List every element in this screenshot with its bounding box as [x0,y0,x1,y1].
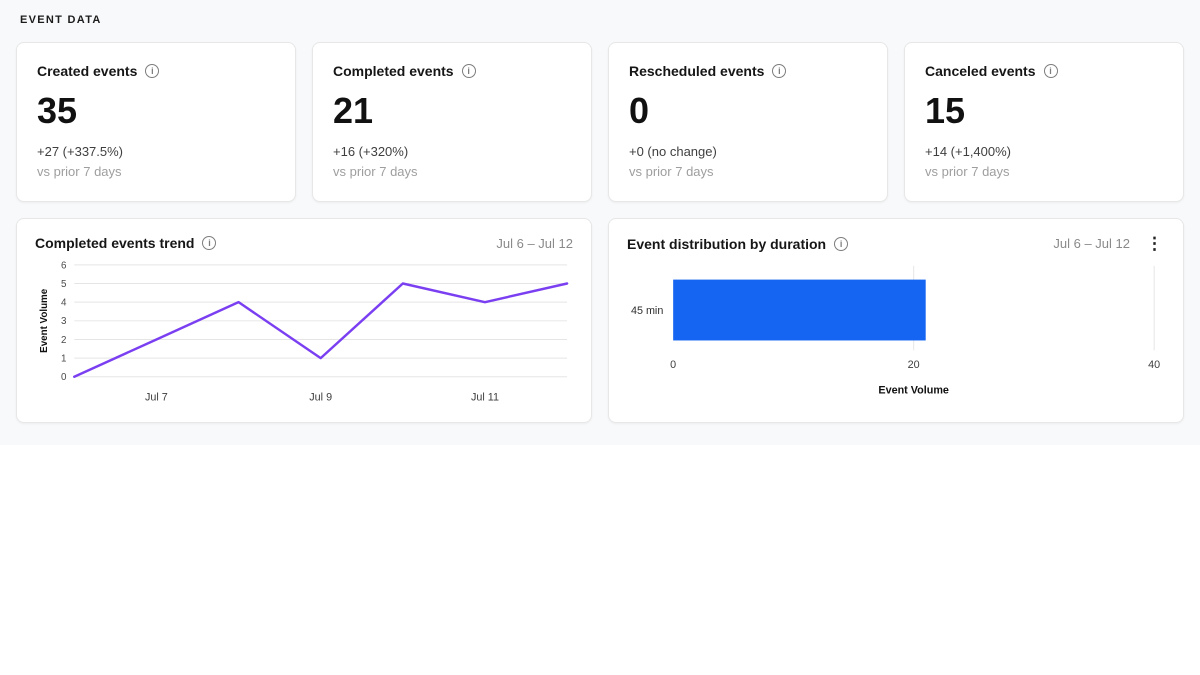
chart-card-grid: Completed events trend i Jul 6 – Jul 12 … [16,218,1184,423]
stat-card-rescheduled-events: Rescheduled events i 0 +0 (no change) vs… [608,42,888,202]
svg-text:6: 6 [61,260,67,271]
stat-card-completed-events: Completed events i 21 +16 (+320%) vs pri… [312,42,592,202]
kebab-menu-icon[interactable]: ⋮ [1146,234,1163,253]
date-range-label: Jul 6 – Jul 12 [496,235,573,251]
stat-value: 35 [37,90,78,131]
stat-card-title: Completed events [333,63,454,79]
stat-caption: vs prior 7 days [629,163,714,179]
svg-text:Jul 11: Jul 11 [471,391,499,403]
stat-card-title: Rescheduled events [629,63,765,79]
stat-value: 15 [925,90,966,131]
stat-caption: vs prior 7 days [333,163,418,179]
event-duration-distribution-card: Event distribution by duration i Jul 6 –… [608,218,1184,423]
stat-card-grid: Created events i 35 +27 (+337.5%) vs pri… [16,42,1184,202]
svg-text:Jul 9: Jul 9 [309,391,332,403]
event-data-section: EVENT DATA Created events i 35 +27 (+337… [16,14,1184,423]
chart-title-group: Completed events trend i [35,235,217,251]
stat-card-title: Canceled events [925,63,1036,79]
stat-caption: vs prior 7 days [925,163,1010,179]
chart-card-header: Completed events trend i Jul 6 – Jul 12 [35,235,573,251]
stat-value: 0 [629,90,650,131]
completed-events-trend-card: Completed events trend i Jul 6 – Jul 12 … [16,218,592,423]
chart-title-group: Event distribution by duration i [627,235,849,252]
chart-header-controls: Jul 6 – Jul 12 ⋮ [1053,235,1165,252]
chart-card-header: Event distribution by duration i Jul 6 –… [627,235,1165,252]
svg-text:2: 2 [61,335,66,346]
info-icon[interactable]: i [834,236,849,251]
trend-line-chart: 0 1 2 3 4 5 6 Jul 7 Jul 9 Jul 11 Event Volume [39,260,569,403]
svg-text:0: 0 [670,359,676,371]
svg-text:4: 4 [61,298,67,309]
svg-text:Event Volume: Event Volume [39,288,50,353]
svg-text:5: 5 [61,279,67,290]
stat-card-canceled-events: Canceled events i 15 +14 (+1,400%) vs pr… [904,42,1184,202]
info-icon[interactable]: i [1043,64,1058,78]
svg-text:3: 3 [61,316,67,327]
stat-value: 21 [333,90,374,131]
section-title: EVENT DATA [20,14,102,26]
chart-header-controls: Jul 6 – Jul 12 [496,236,573,251]
stat-card-title: Created events [37,63,138,79]
info-icon[interactable]: i [461,64,476,78]
stat-card-header: Created events i [37,63,275,79]
stat-delta: +14 (+1,400%) [925,143,1012,159]
svg-text:Event Volume: Event Volume [878,384,949,396]
svg-text:1: 1 [61,354,66,365]
svg-text:20: 20 [908,359,920,371]
stat-delta: +27 (+337.5%) [37,143,124,159]
date-range-label: Jul 6 – Jul 12 [1053,236,1130,251]
info-icon[interactable]: i [202,236,217,250]
chart-title: Completed events trend [35,235,195,251]
duration-bar-chart: 45 min 0 20 40 Event Volume [631,265,1160,396]
stat-card-header: Completed events i [333,63,571,79]
info-icon[interactable]: i [772,64,787,78]
svg-text:Jul 7: Jul 7 [145,391,168,403]
svg-text:45 min: 45 min [631,305,663,317]
svg-text:40: 40 [1148,359,1160,371]
stat-card-header: Rescheduled events i [629,63,867,79]
stat-delta: +0 (no change) [629,143,717,159]
stat-card-header: Canceled events i [925,63,1163,79]
stat-delta: +16 (+320%) [333,143,409,159]
info-icon[interactable]: i [145,64,160,78]
stat-caption: vs prior 7 days [37,163,122,179]
stat-card-created-events: Created events i 35 +27 (+337.5%) vs pri… [16,42,296,202]
svg-text:0: 0 [61,372,67,383]
chart-title: Event distribution by duration [627,235,827,252]
